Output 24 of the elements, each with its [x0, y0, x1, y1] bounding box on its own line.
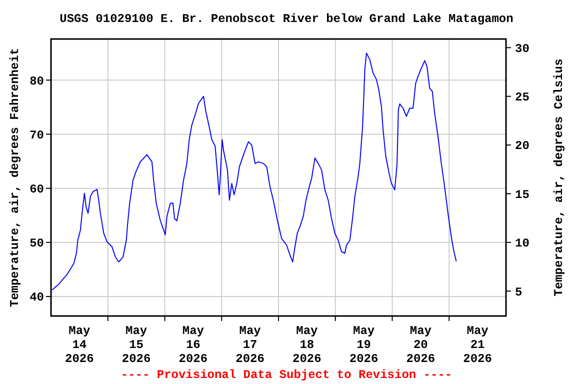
text: ---- Provisional Data Subject to Revision ---- — [120, 368, 452, 382]
y2-tick-label: 20 — [515, 139, 530, 154]
y2-tick-label: 25 — [515, 90, 530, 105]
y2-tick-label: 30 — [515, 42, 530, 56]
y2-tick-label: 10 — [515, 236, 530, 251]
y2-tick-label: 15 — [515, 188, 530, 202]
x-tick-label: May 14 2026 — [65, 324, 94, 366]
y-tick-label: 60 — [30, 182, 44, 197]
y2-axis-title: Temperature, air, degrees Celsius — [552, 58, 566, 296]
y-tick-label: 70 — [30, 128, 44, 142]
chart-title: USGS 01029100 E. Br. Penobscot River below Grand Lake Matagamon — [60, 12, 514, 26]
x-tick-label: May 20 2026 — [406, 324, 436, 366]
x-tick-label: May 15 2026 — [122, 324, 151, 366]
y-tick-label: 50 — [30, 236, 44, 251]
y-tick-label: 40 — [30, 290, 44, 305]
x-tick-label: May 19 2026 — [349, 324, 378, 366]
x-tick-label: May 18 2026 — [292, 324, 322, 366]
x-tick-label: May 17 2026 — [236, 324, 264, 366]
x-tick-label: May 21 2026 — [463, 324, 492, 366]
y2-tick-label: 5 — [515, 285, 522, 300]
x-tick-label: May 16 2026 — [178, 324, 208, 366]
y-axis-title: Temperature, air, degrees Fahrenheit — [8, 48, 22, 308]
y-tick-label: 80 — [30, 74, 44, 88]
line-series — [52, 52, 457, 291]
